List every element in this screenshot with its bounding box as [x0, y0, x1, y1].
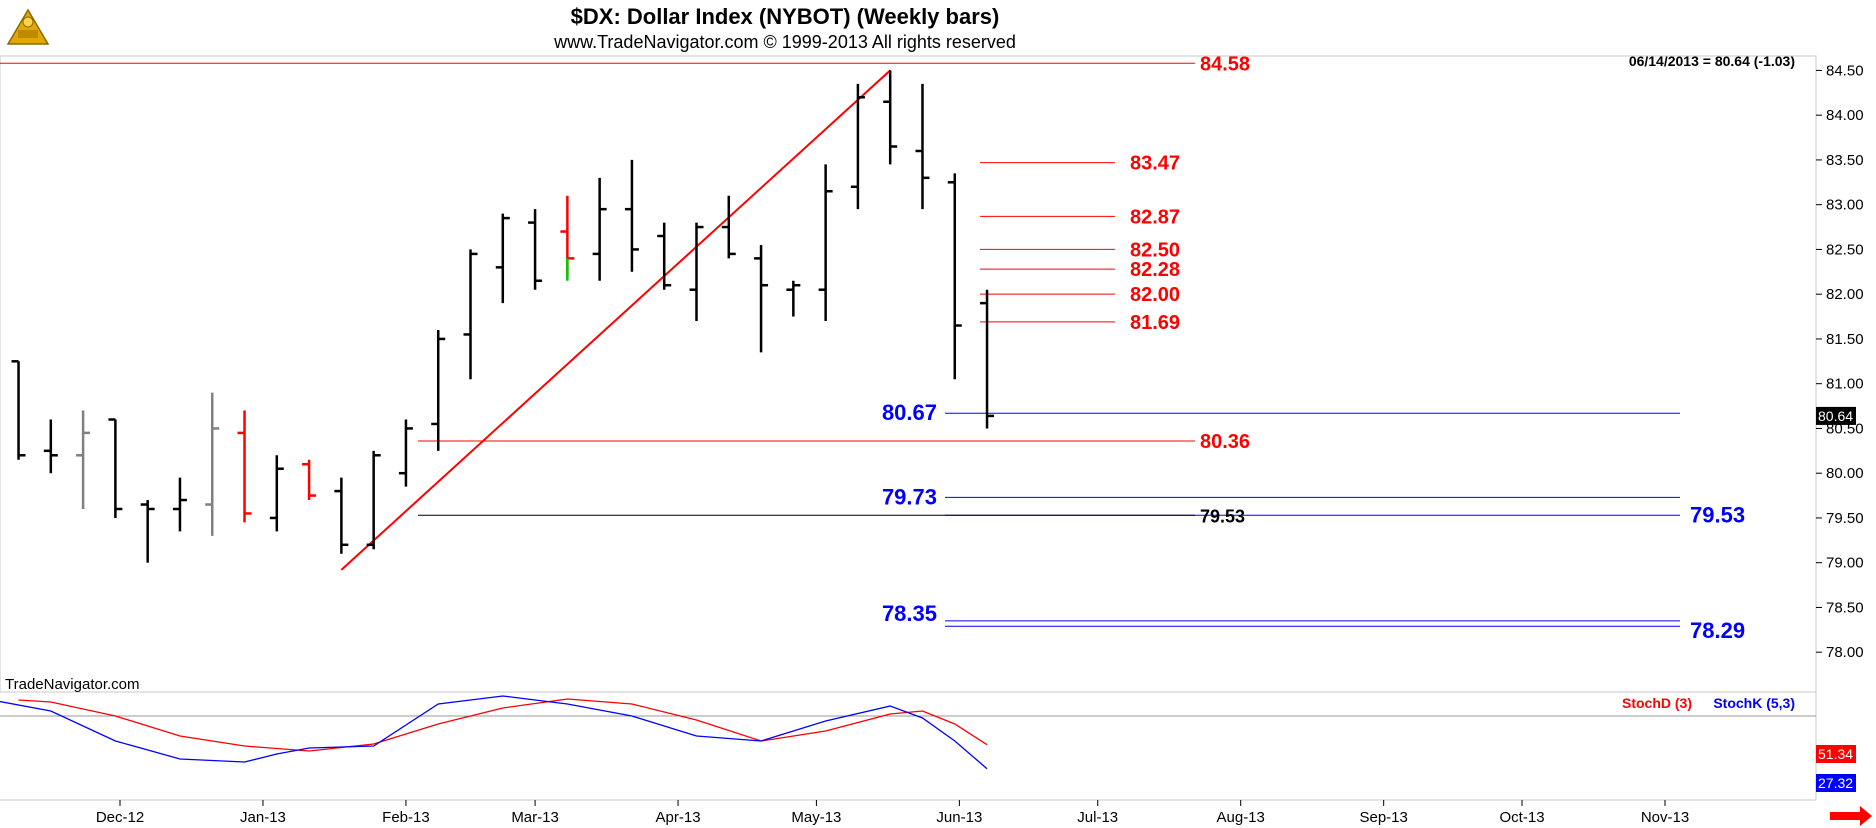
level-label: 81.69: [1130, 312, 1180, 334]
level-label: 82.50: [1130, 239, 1180, 261]
level-label: 82.28: [1130, 259, 1180, 281]
y-tick-label: 78.50: [1826, 599, 1864, 616]
stoch-line-k: [0, 695, 988, 770]
trade-navigator-logo: [4, 6, 50, 50]
x-axis: Dec-12 Jan-13 Feb-13 Mar-13 Apr-13 May-13 Jun-…: [96, 800, 1872, 826]
x-tick-label: Sep-13: [1359, 809, 1407, 826]
stochastic-pane: StochD (3) StochK (5,3) 51.34 27.32: [0, 695, 1856, 792]
level-label: 79.53: [1200, 506, 1245, 526]
last-price-box: [1816, 406, 1856, 425]
x-tick-label: Jan-13: [240, 809, 286, 826]
stoch-legend-d: StochD (3): [1622, 695, 1692, 711]
level-label: 78.29: [1690, 618, 1745, 643]
x-tick-label: Feb-13: [382, 809, 430, 826]
price-pane-border: [0, 55, 1817, 693]
x-tick-label: Mar-13: [511, 809, 559, 826]
x-tick-label: May-13: [791, 809, 841, 826]
y-tick-label: 79.00: [1826, 555, 1864, 572]
last-price-label: 80.64: [1818, 408, 1853, 424]
x-tick-label: Aug-13: [1217, 809, 1265, 826]
chart-subtitle: www.TradeNavigator.com © 1999-2013 All r…: [553, 32, 1016, 52]
y-tick-label: 84.00: [1826, 107, 1864, 124]
stoch-line-d: [18, 698, 988, 752]
ohlc-bars: [11, 70, 995, 563]
watermark: TradeNavigator.com: [5, 676, 140, 693]
x-tick-label: Oct-13: [1500, 809, 1545, 826]
level-label: 84.58: [1200, 53, 1250, 75]
y-tick-label: 79.50: [1826, 510, 1864, 527]
level-label: 80.67: [882, 400, 937, 425]
x-tick-label: Dec-12: [96, 809, 144, 826]
trendline-group: [340, 69, 891, 571]
y-tick-label: 81.50: [1826, 331, 1864, 348]
y-tick-label: 78.00: [1826, 644, 1864, 661]
y-tick-label: 81.00: [1826, 376, 1864, 393]
level-label: 79.53: [1690, 502, 1745, 527]
y-tick-label: 80.00: [1826, 465, 1864, 482]
y-tick-label: 82.00: [1826, 286, 1864, 303]
x-tick-label: Nov-13: [1641, 809, 1689, 826]
x-tick-label: Jul-13: [1077, 809, 1118, 826]
stoch-k-box: [1816, 774, 1856, 792]
level-label: 83.47: [1130, 153, 1180, 175]
stoch-k-value: 27.32: [1818, 775, 1853, 791]
level-label: 80.36: [1200, 431, 1250, 453]
level-label: 82.87: [1130, 206, 1180, 228]
scroll-right-arrow-icon: [1830, 806, 1872, 826]
level-label: 79.73: [882, 484, 937, 509]
x-tick-label: Apr-13: [656, 809, 701, 826]
level-label: 78.35: [882, 601, 937, 626]
y-tick-label: 82.50: [1826, 241, 1864, 258]
stoch-d-value: 51.34: [1818, 746, 1853, 762]
chart-title: $DX: Dollar Index (NYBOT) (Weekly bars): [571, 4, 1000, 29]
y-tick-label: 83.00: [1826, 197, 1864, 214]
y-tick-label: 84.50: [1826, 62, 1864, 79]
y-axis: 84.50 84.00 83.50 83.00 82.50 82.00 81.50 81.00…: [1816, 62, 1864, 661]
stoch-d-box: [1816, 745, 1856, 763]
level-label: 82.00: [1130, 284, 1180, 306]
last-value-label: 06/14/2013 = 80.64 (-1.03): [1629, 53, 1795, 69]
stoch-legend-k: StochK (5,3): [1713, 695, 1795, 711]
y-tick-label: 83.50: [1826, 152, 1864, 169]
x-tick-label: Jun-13: [936, 809, 982, 826]
trendline: [340, 69, 891, 571]
